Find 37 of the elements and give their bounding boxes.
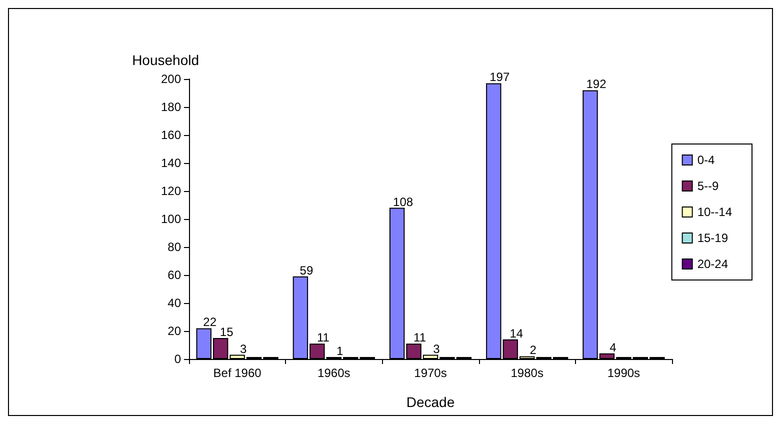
y-tick-label: 120 (160, 184, 182, 198)
y-tick-label: 0 (174, 352, 182, 366)
data-label: 108 (393, 194, 414, 209)
y-tick-label: 200 (160, 72, 182, 86)
legend-label: 15-19 (697, 231, 728, 245)
y-tick-label: 160 (160, 128, 182, 142)
data-label: 11 (414, 330, 426, 345)
data-label: 3 (433, 342, 440, 356)
data-label: 15 (220, 325, 234, 339)
data-label: 4 (610, 340, 617, 354)
x-tick-label: 1990s (607, 366, 640, 380)
legend-label: 20-24 (697, 257, 728, 271)
x-tick-label: Bef 1960 (213, 366, 262, 380)
data-label: 11 (316, 330, 330, 345)
x-tick-label: 1970s (414, 366, 447, 380)
y-axis-title: Household (132, 52, 199, 68)
data-label: 14 (510, 326, 524, 340)
data-label: 3 (240, 342, 247, 356)
data-label: 2 (530, 343, 537, 358)
x-tick-label: 1960s (318, 366, 350, 380)
y-tick-label: 20 (168, 324, 182, 338)
data-label: 59 (300, 263, 314, 278)
y-tick-label: 180 (160, 100, 182, 114)
data-label: 197 (490, 70, 510, 84)
y-tick-label: 140 (160, 156, 182, 170)
data-label: 1 (336, 344, 344, 358)
y-tick-label: 100 (160, 212, 182, 226)
data-label: 22 (203, 315, 217, 330)
x-tick-label: 1980s (510, 366, 544, 380)
y-tick-label: 60 (168, 268, 182, 282)
y-tick-label: 40 (168, 296, 182, 310)
y-tick-label: 80 (168, 240, 182, 254)
x-axis-title: Decade (406, 394, 455, 410)
data-label: 192 (586, 77, 607, 92)
legend-label: 0-4 (697, 153, 715, 167)
legend-label: 5--9 (697, 179, 719, 193)
legend-label: 10--14 (697, 205, 732, 219)
